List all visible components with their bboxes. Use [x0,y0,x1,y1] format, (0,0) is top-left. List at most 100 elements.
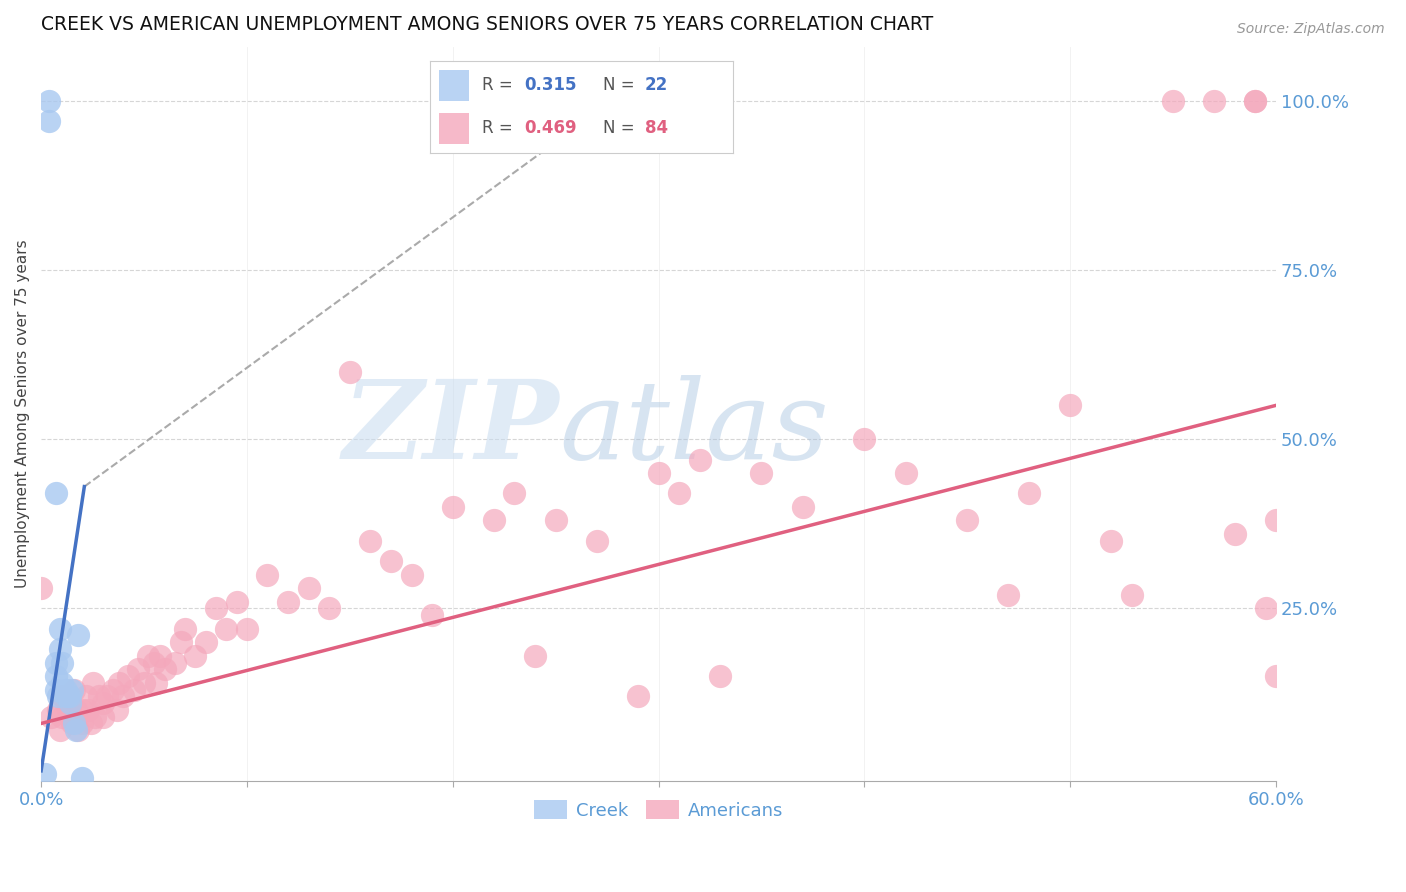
Point [38,94,60,108]
Point [46,690,69,704]
Point [67,628,90,642]
Point [163,656,186,670]
Point [59,696,82,710]
Point [359,533,381,548]
Point [96,690,118,704]
Point [339,365,361,379]
Point [51,709,73,723]
Point [709,669,731,683]
Point [55,690,77,704]
Point [55,696,77,710]
Point [51,690,73,704]
Point [59,703,82,717]
Point [401,567,423,582]
Point [48,723,70,738]
Point [277,594,299,608]
Point [1265,669,1288,683]
Point [41,709,63,723]
Point [48,642,70,657]
Point [51,656,73,670]
Point [30,581,52,595]
Point [894,466,917,480]
Point [67,723,90,738]
Point [145,676,167,690]
Point [79,716,101,731]
Text: Source: ZipAtlas.com: Source: ZipAtlas.com [1237,22,1385,37]
Point [524,648,547,663]
Point [853,432,876,446]
Point [82,676,104,690]
Point [647,466,669,480]
Point [236,622,259,636]
Point [56,690,79,704]
Point [194,635,217,649]
Point [1204,94,1226,108]
Point [170,635,193,649]
Point [136,648,159,663]
Point [56,703,79,717]
Y-axis label: Unemployment Among Seniors over 75 years: Unemployment Among Seniors over 75 years [15,240,30,588]
Point [1121,588,1143,602]
Point [441,500,464,514]
Point [503,486,526,500]
Point [55,682,77,697]
Point [1018,486,1040,500]
Point [63,682,86,697]
Point [215,622,238,636]
Point [34,767,56,781]
Point [1244,94,1267,108]
Point [751,466,773,480]
Point [60,716,83,731]
Point [1223,527,1246,541]
Point [153,662,176,676]
Point [997,588,1019,602]
Point [75,690,97,704]
Point [91,696,114,710]
Point [91,709,114,723]
Point [174,622,197,636]
Point [51,676,73,690]
Point [225,594,247,608]
Point [44,656,66,670]
Point [585,533,607,548]
Point [1244,94,1267,108]
Point [132,676,155,690]
Text: ZIP: ZIP [343,375,560,483]
Point [149,648,172,663]
Point [627,690,650,704]
Point [108,676,131,690]
Point [1161,94,1184,108]
Point [380,554,402,568]
Legend: Creek, Americans: Creek, Americans [527,793,790,827]
Point [46,703,69,717]
Point [44,682,66,697]
Point [420,608,443,623]
Point [65,723,87,738]
Point [112,690,135,704]
Point [122,682,145,697]
Point [48,622,70,636]
Point [668,486,690,500]
Point [101,682,124,697]
Point [72,771,94,785]
Point [87,690,110,704]
Point [184,648,207,663]
Point [256,567,278,582]
Point [77,703,100,717]
Point [544,513,567,527]
Point [83,709,105,723]
Point [205,601,228,615]
Point [143,656,166,670]
Text: atlas: atlas [560,375,830,483]
Point [65,703,87,717]
Point [59,690,82,704]
Point [1099,533,1122,548]
Point [298,581,321,595]
Point [63,716,86,731]
Point [1254,601,1277,615]
Point [1059,398,1081,412]
Point [482,513,505,527]
Point [1265,513,1288,527]
Point [956,513,979,527]
Point [60,682,83,697]
